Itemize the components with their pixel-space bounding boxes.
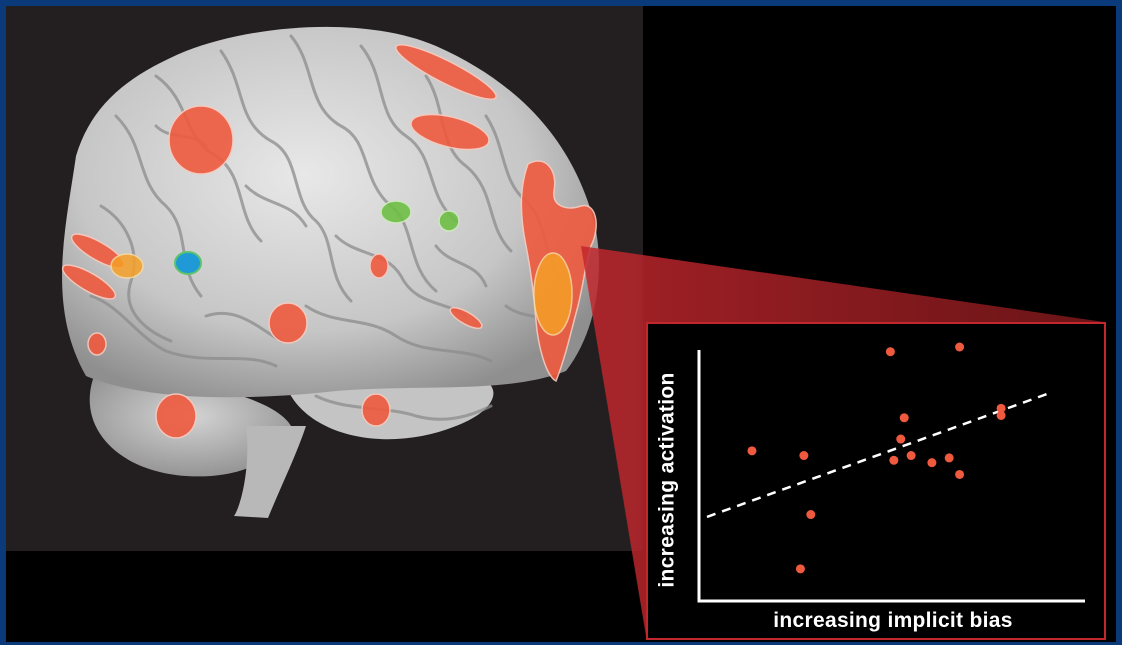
activation-regions <box>61 44 597 439</box>
scatter-inset: increasing activation increasing implici… <box>646 322 1106 640</box>
activation-region <box>395 44 497 100</box>
data-point <box>747 446 757 456</box>
activation-region <box>449 306 483 330</box>
activation-region <box>533 252 573 336</box>
activation-region <box>268 302 308 344</box>
activation-region <box>168 105 234 175</box>
activation-region <box>369 253 389 279</box>
callout-wedge <box>581 246 1104 636</box>
activation-region <box>61 264 117 300</box>
y-axis-label: increasing activation <box>656 372 680 588</box>
brain-panel <box>6 6 643 551</box>
activation-region <box>438 210 460 232</box>
brain-stem <box>234 426 306 518</box>
brain-illustration <box>61 26 599 518</box>
figure-canvas: increasing activation increasing implici… <box>6 6 1116 642</box>
callout-wedge-shape <box>581 246 1104 636</box>
data-point <box>806 510 816 520</box>
activation-region <box>155 393 197 439</box>
activation-region <box>110 253 144 279</box>
data-point <box>996 410 1006 420</box>
data-point <box>795 564 805 574</box>
data-point <box>885 347 895 357</box>
activation-region <box>380 200 412 224</box>
y-axis-label-wrap: increasing activation <box>656 356 680 604</box>
scatter-plot <box>697 342 1085 603</box>
data-point <box>799 451 809 461</box>
trend-line <box>706 390 1054 519</box>
activation-region <box>410 113 490 151</box>
data-point <box>927 458 937 468</box>
data-point <box>899 413 909 423</box>
data-point <box>944 453 954 463</box>
activation-region <box>174 251 202 275</box>
activation-region <box>361 393 391 427</box>
data-point <box>996 403 1006 413</box>
data-point <box>955 469 965 479</box>
x-axis-label: increasing implicit bias <box>773 609 1013 632</box>
data-point <box>896 434 906 444</box>
activation-region <box>87 332 107 356</box>
data-point <box>889 455 899 465</box>
data-point <box>906 451 916 461</box>
data-point <box>955 342 965 352</box>
data-points <box>747 342 1006 574</box>
